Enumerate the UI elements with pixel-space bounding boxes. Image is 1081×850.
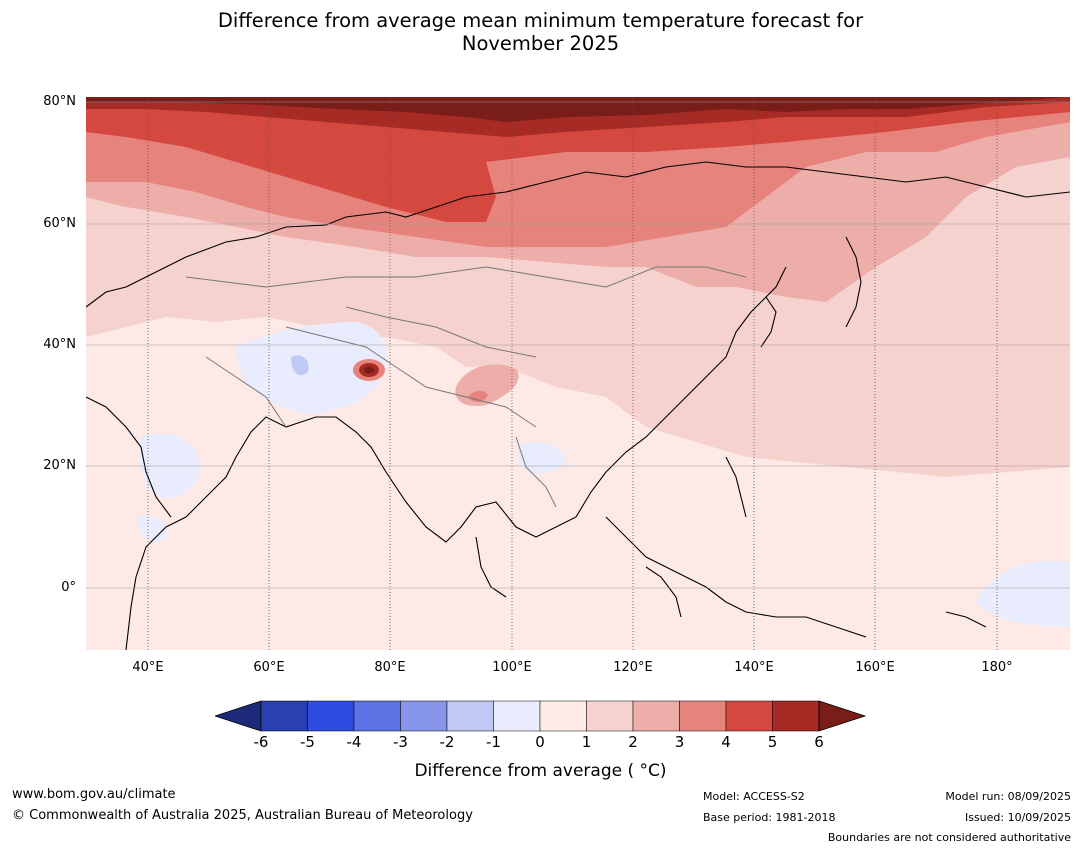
colorbar-tick-label: -2: [439, 733, 455, 751]
colorbar-cells: [215, 700, 867, 732]
region-minus1-0-somalia: [136, 515, 167, 542]
colorbar-tick-label: -5: [300, 733, 315, 751]
map-svg: [86, 97, 1070, 650]
colorbar-cell: [539, 700, 587, 732]
colorbar-tick-label: -1: [486, 733, 501, 751]
colorbar-cell: [772, 700, 820, 732]
colorbar-tick-label: 4: [721, 733, 731, 751]
lon-label-40e: 40°E: [132, 660, 164, 675]
colorbar-tick-label: -6: [253, 733, 269, 751]
base-period: Base period: 1981-2018: [703, 811, 836, 824]
colorbar-label: Difference from average ( °C): [414, 761, 667, 781]
colorbar-tick-label: 2: [628, 733, 638, 751]
lon-label-60e: 60°E: [253, 660, 285, 675]
lat-label-60n: 60°N: [43, 216, 76, 231]
lat-label-80n: 80°N: [43, 94, 76, 109]
issued-date: Issued: 10/09/2025: [964, 811, 1071, 824]
colorbar-tick-label: -3: [393, 733, 408, 751]
lon-label-120e: 120°E: [613, 660, 653, 675]
model-run: Model run: 08/09/2025: [945, 790, 1071, 803]
colorbar-tick-label: 5: [767, 733, 778, 751]
lon-label-80e: 80°E: [374, 660, 406, 675]
chart-title: Difference from average mean minimum tem…: [0, 9, 1081, 55]
hotspot-core: [364, 366, 374, 374]
website-link[interactable]: www.bom.gov.au/climate: [12, 787, 176, 802]
graticule: [147, 97, 998, 650]
lat-label-20n: 20°N: [43, 458, 76, 473]
colorbar-tick-label: -4: [346, 733, 362, 751]
lat-label-0: 0°: [61, 580, 76, 595]
region-minus1-0-pacific: [976, 560, 1070, 627]
region-minus1-0-southchina: [516, 442, 566, 474]
colorbar-arrow-high: [818, 700, 867, 732]
colorbar-tick-label: 6: [814, 733, 824, 751]
colorbar-cell: [353, 700, 401, 732]
region-4-5: [86, 97, 1070, 222]
lon-label-180: 180°: [981, 660, 1013, 675]
lon-label-100e: 100°E: [492, 660, 532, 675]
colorbar-cell: [632, 700, 680, 732]
country-borders: [185, 266, 747, 508]
colorbar-cell: [400, 700, 448, 732]
colorbar-tick-label: 0: [535, 733, 545, 751]
lat-lines: [86, 101, 1070, 589]
colorbar-cell: [725, 700, 773, 732]
region-minus2-minus1-central-asia: [291, 355, 309, 376]
region-above-6: [86, 97, 1070, 122]
colorbar-tick-label: 1: [581, 733, 592, 751]
title-line-2: November 2025: [461, 32, 620, 55]
colorbar-cell: [307, 700, 355, 732]
coastlines: [86, 161, 1070, 650]
colorbar: [215, 700, 867, 732]
colorbar-cell: [493, 700, 541, 732]
temperature-anomaly-map: [86, 97, 1070, 650]
title-line-1: Difference from average mean minimum tem…: [217, 9, 864, 32]
colorbar-tick-label: 3: [674, 733, 685, 751]
model: Model: ACCESS-S2: [703, 790, 805, 803]
lon-label-160e: 160°E: [855, 660, 895, 675]
disclaimer: Boundaries are not considered authoritat…: [827, 831, 1071, 844]
copyright: © Commonwealth of Australia 2025, Austra…: [12, 808, 473, 823]
lon-label-140e: 140°E: [734, 660, 774, 675]
colorbar-cell: [679, 700, 727, 732]
colorbar-cell: [446, 700, 494, 732]
colorbar-arrow-low: [215, 700, 262, 732]
lat-label-40n: 40°N: [43, 337, 76, 352]
colorbar-cell: [586, 700, 634, 732]
colorbar-cell: [260, 700, 308, 732]
